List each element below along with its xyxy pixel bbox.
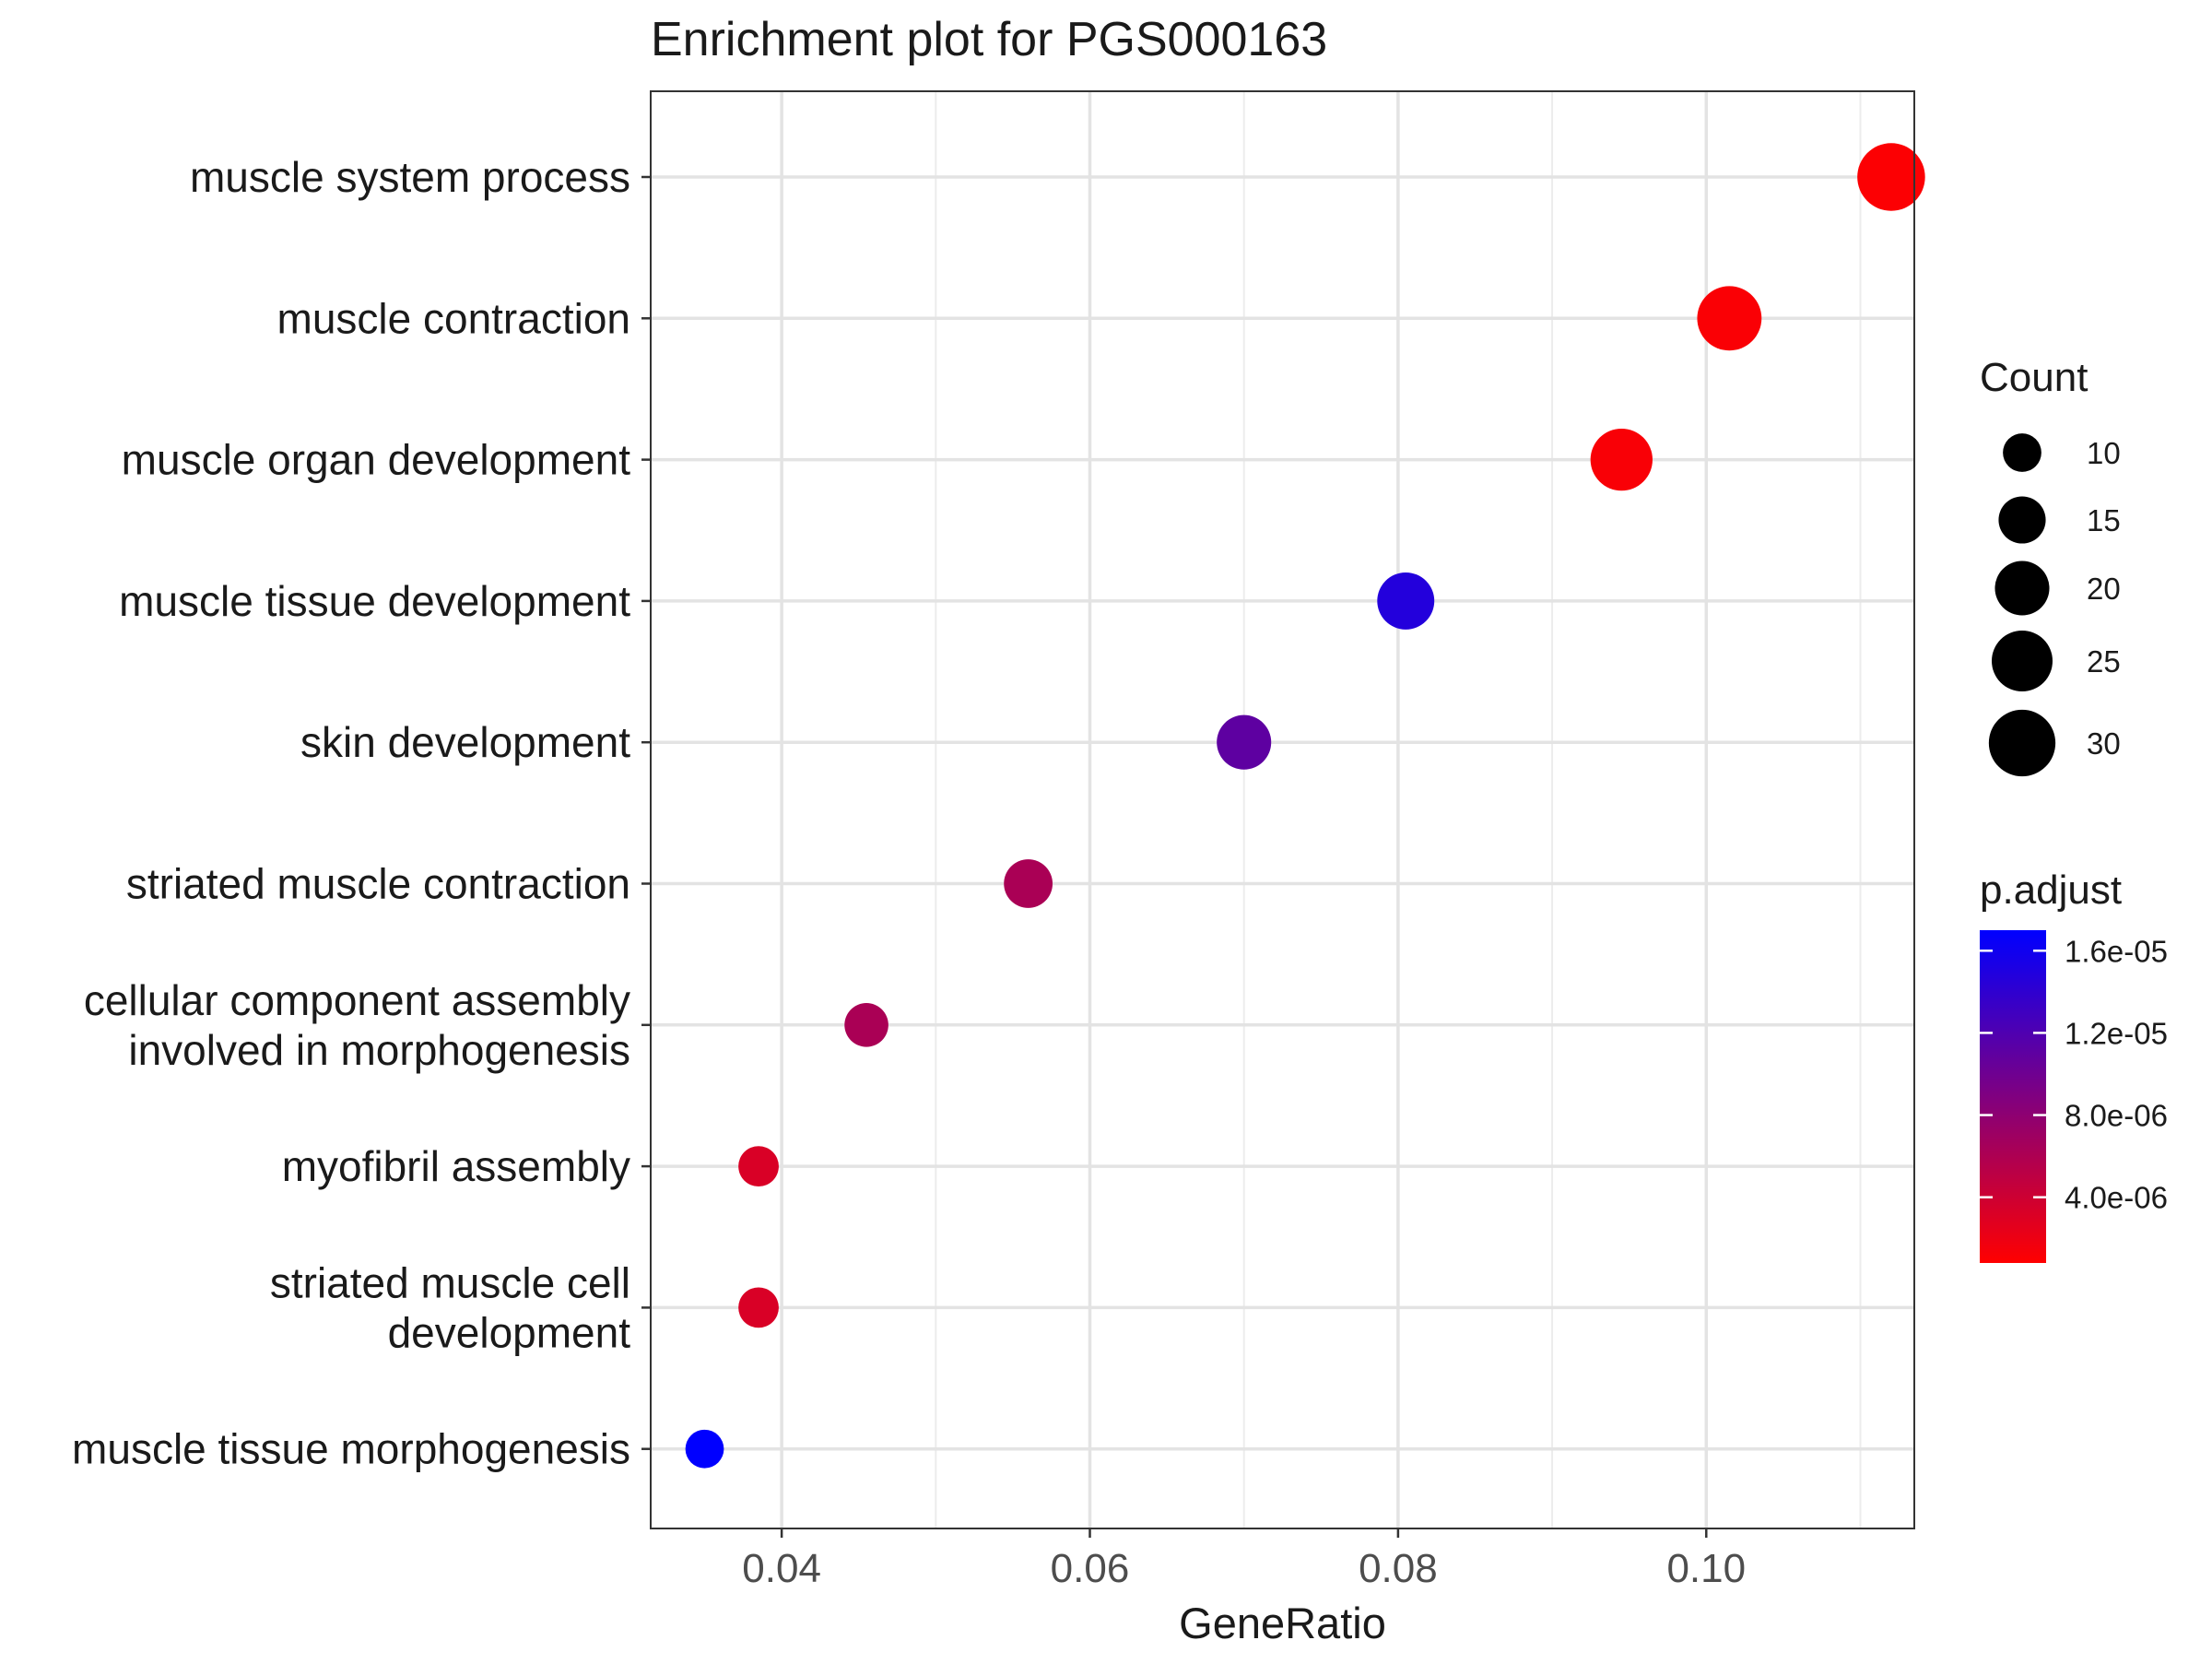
size-legend-label-3: 25 [2087, 644, 2121, 679]
y-tick-label-2: muscle organ development [122, 436, 631, 484]
data-point-6 [844, 1003, 888, 1047]
data-point-7 [738, 1146, 779, 1186]
size-legend-key-2 [1994, 561, 2050, 616]
data-point-3 [1377, 572, 1435, 630]
data-point-9 [685, 1429, 724, 1469]
data-point-8 [738, 1287, 779, 1328]
x-tick-label-0: 0.04 [742, 1546, 821, 1591]
y-tick-label-1: muscle contraction [277, 294, 631, 342]
color-legend-title: p.adjust [1980, 867, 2122, 913]
size-legend-label-0: 10 [2087, 436, 2121, 470]
y-tick-label-7: myofibril assembly [282, 1142, 630, 1190]
size-legend-key-4 [1988, 709, 2056, 777]
x-tick-label-3: 0.10 [1666, 1546, 1746, 1591]
y-tick-label-5: striated muscle contraction [126, 860, 630, 908]
y-tick-label-8-line-0: striated muscle cell [270, 1258, 630, 1306]
color-legend-bar [1980, 930, 2046, 1263]
color-legend-label-2: 1.2e-05 [2065, 1016, 2168, 1050]
color-legend-label-0: 4.0e-06 [2065, 1181, 2168, 1215]
size-legend-label-4: 30 [2087, 726, 2121, 761]
x-tick-label-2: 0.08 [1359, 1546, 1438, 1591]
plot-panel-border [650, 90, 1915, 1529]
size-legend-label-1: 15 [2087, 503, 2121, 537]
chart-title: Enrichment plot for PGS000163 [651, 13, 1327, 66]
x-axis-title: GeneRatio [1179, 1599, 1386, 1647]
data-point-1 [1697, 286, 1762, 351]
x-tick-label-1: 0.06 [1051, 1546, 1130, 1591]
data-point-0 [1857, 143, 1925, 211]
data-point-2 [1590, 428, 1653, 491]
data-point-5 [1004, 859, 1053, 908]
color-legend-label-1: 8.0e-06 [2065, 1099, 2168, 1133]
size-legend-label-2: 20 [2087, 572, 2121, 606]
size-legend-key-3 [1992, 631, 2053, 691]
size-legend-title: Count [1980, 355, 2088, 400]
size-legend-key-1 [1998, 496, 2046, 544]
y-tick-label-8-line-1: development [388, 1308, 631, 1356]
y-tick-label-6-line-1: involved in morphogenesis [128, 1026, 630, 1074]
y-tick-label-0: muscle system process [190, 153, 630, 201]
y-tick-label-9: muscle tissue morphogenesis [72, 1425, 630, 1473]
color-legend-label-3: 1.6e-05 [2065, 934, 2168, 968]
y-tick-label-4: skin development [300, 718, 630, 766]
y-tick-label-6-line-0: cellular component assembly [84, 976, 630, 1024]
y-tick-label-3: muscle tissue development [119, 577, 630, 625]
size-legend-key-0 [2003, 433, 2041, 472]
data-point-4 [1217, 714, 1272, 770]
